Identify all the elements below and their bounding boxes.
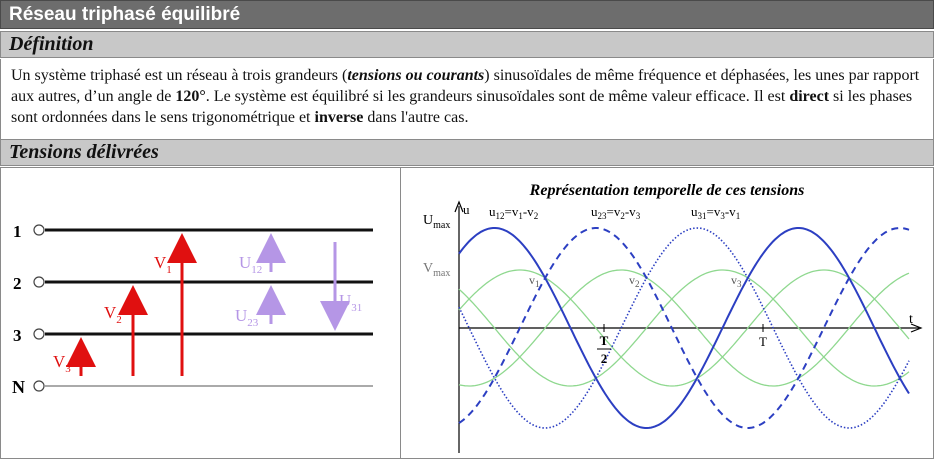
phase-diagram: 1 2 3 N V1 V2 V3 U12 U23 U31 <box>12 222 373 397</box>
section-title-bar-definition: Définition <box>0 31 934 58</box>
label-half-period-den: 2 <box>601 351 608 366</box>
def-emph-angle: 120° <box>175 88 206 105</box>
label-period: T <box>759 334 767 349</box>
curve-u23 <box>458 227 910 429</box>
label-v2-curve: v2 <box>629 273 640 289</box>
terminal-2 <box>33 276 45 288</box>
y-axis-arrow <box>454 200 464 213</box>
legend-u23: u23=v2-v3 <box>591 204 641 221</box>
section-title-definition: Définition <box>9 33 94 55</box>
page-title: Réseau triphasé équilibré <box>9 4 241 25</box>
def-text-5: dans l'autre cas. <box>363 109 469 126</box>
x-axis-arrow <box>910 323 923 333</box>
terminal-1 <box>33 224 45 236</box>
curve-v3 <box>458 269 910 387</box>
label-line-1: 1 <box>13 222 22 241</box>
label-v3: V3 <box>53 352 71 375</box>
curve-u31 <box>458 227 910 429</box>
phase-diagram-panel: 1 2 3 N V1 V2 V3 U12 U23 U31 <box>0 167 401 459</box>
label-v2: V2 <box>104 303 122 326</box>
label-v1: V1 <box>154 253 172 276</box>
waveform-graph: Représentation temporelle de ces tension… <box>423 182 923 453</box>
terminal-n <box>33 380 45 392</box>
def-emph-tensions: tensions ou courants <box>347 67 485 84</box>
section-title-tensions: Tensions délivrées <box>9 141 159 163</box>
page-title-bar: Réseau triphasé équilibré <box>0 0 934 29</box>
def-text-2: ) sinusoïdales de même fréquence et déph… <box>11 67 920 105</box>
label-u12: U12 <box>239 253 262 276</box>
section-title-bar-tensions: Tensions délivrées <box>0 139 934 166</box>
label-v1-curve: v1 <box>529 273 540 289</box>
legend-u31: u31=v3-v1 <box>691 204 740 221</box>
label-v3-curve: v3 <box>731 273 742 289</box>
def-emph-inverse: inverse <box>314 109 364 126</box>
label-u-axis: u <box>463 202 470 217</box>
def-emph-direct: direct <box>789 88 830 105</box>
curve-v1 <box>458 269 910 387</box>
label-line-n: N <box>12 377 25 397</box>
def-text-4: si les phases sont ordonnées dans le sen… <box>11 88 913 126</box>
label-u31: U31 <box>339 291 362 314</box>
def-text-3: . Le système est équilibré si les grande… <box>205 88 790 105</box>
label-line-2: 2 <box>13 274 22 293</box>
terminal-3 <box>33 328 45 340</box>
legend-u12: u12=v1-v2 <box>489 204 538 221</box>
label-line-3: 3 <box>13 326 22 345</box>
label-t-axis: t <box>909 312 913 327</box>
waveform-panel: Représentation temporelle de ces tension… <box>400 167 934 459</box>
label-vmax: Vmax <box>423 261 450 279</box>
curve-u12 <box>458 227 910 429</box>
curve-v2 <box>458 269 910 387</box>
graph-title: Représentation temporelle de ces tension… <box>529 182 805 199</box>
def-text-1: Un système triphasé est un réseau à troi… <box>11 67 348 84</box>
label-half-period-num: T <box>600 333 609 348</box>
definition-paragraph: Un système triphasé est un réseau à troi… <box>0 59 934 139</box>
label-u23: U23 <box>235 306 259 329</box>
label-umax: Umax <box>423 213 450 231</box>
